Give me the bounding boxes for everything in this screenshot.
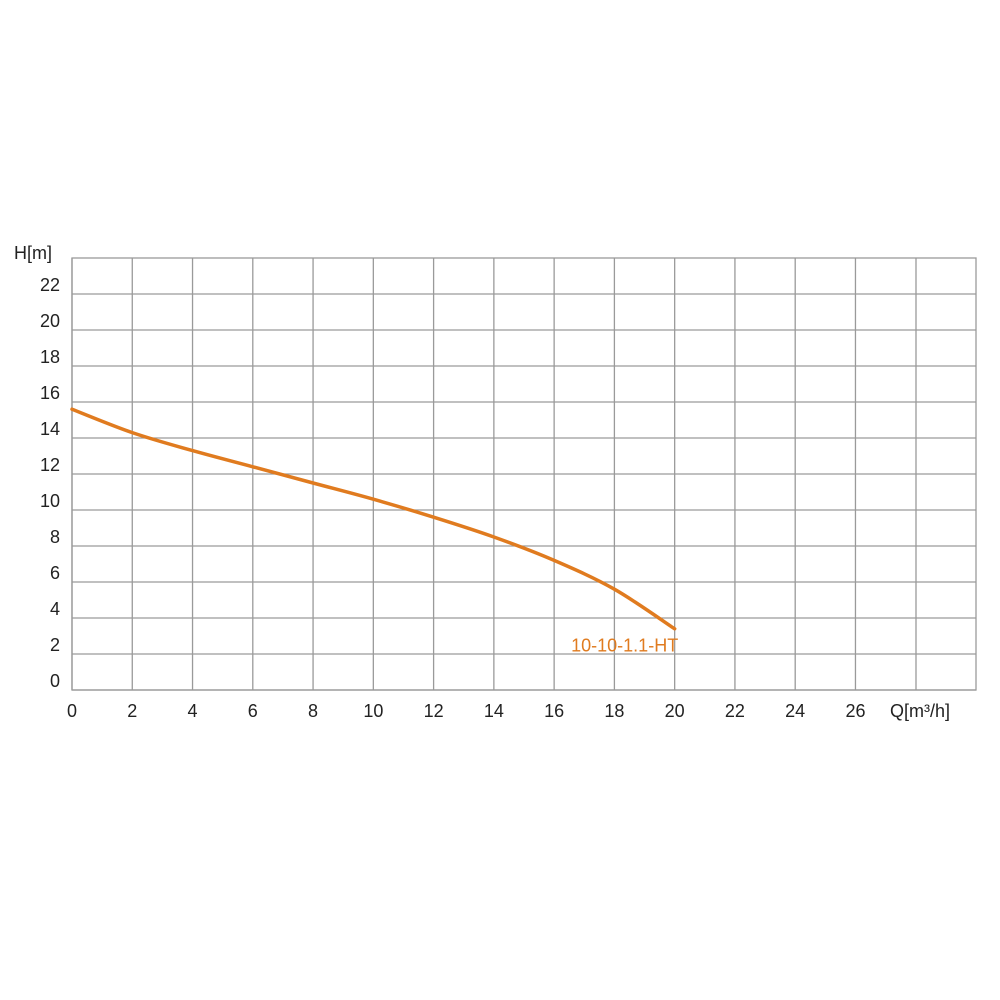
x-tick-label: 8 <box>308 701 318 721</box>
y-tick-label: 4 <box>50 599 60 619</box>
y-tick-label: 8 <box>50 527 60 547</box>
y-tick-label: 14 <box>40 419 60 439</box>
y-axis-label: H[m] <box>14 243 52 263</box>
x-tick-label: 4 <box>188 701 198 721</box>
y-tick-label: 20 <box>40 311 60 331</box>
y-tick-label: 22 <box>40 275 60 295</box>
y-tick-label: 16 <box>40 383 60 403</box>
y-tick-label: 0 <box>50 671 60 691</box>
x-tick-label: 2 <box>127 701 137 721</box>
y-tick-label: 18 <box>40 347 60 367</box>
x-tick-label: 6 <box>248 701 258 721</box>
x-tick-label: 22 <box>725 701 745 721</box>
x-tick-label: 16 <box>544 701 564 721</box>
x-tick-label: 0 <box>67 701 77 721</box>
x-tick-label: 18 <box>604 701 624 721</box>
curve <box>70 407 677 631</box>
x-tick-label: 20 <box>665 701 685 721</box>
x-tick-label: 24 <box>785 701 805 721</box>
y-tick-label: 6 <box>50 563 60 583</box>
y-tick-label: 2 <box>50 635 60 655</box>
y-tick-label: 12 <box>40 455 60 475</box>
x-tick-label: 26 <box>845 701 865 721</box>
x-tick-label: 14 <box>484 701 504 721</box>
x-tick-label: 10 <box>363 701 383 721</box>
x-tick-label: 12 <box>424 701 444 721</box>
x-axis-label: Q[m³/h] <box>890 701 950 721</box>
y-tick-label: 10 <box>40 491 60 511</box>
series-label: 10-10-1.1-HT <box>571 636 678 656</box>
